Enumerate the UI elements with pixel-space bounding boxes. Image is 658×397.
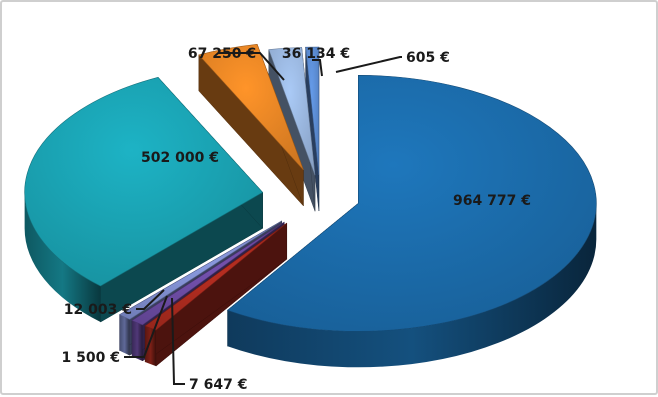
pie-slice (24, 76, 264, 287)
slice-data-label: 964 777 € (453, 193, 531, 209)
leader-line (171, 297, 185, 385)
pie-slice (144, 222, 287, 331)
pie-slice (305, 46, 320, 176)
slice-data-label: 502 000 € (141, 150, 219, 166)
leader-line (218, 52, 285, 81)
leader-line (124, 295, 168, 358)
pie-slice (226, 75, 597, 332)
slice-data-label: 605 € (406, 50, 450, 66)
slice-data-label: 12 003 € (64, 302, 132, 318)
pie-slice-depth (144, 222, 288, 367)
slice-data-label: 7 647 € (189, 377, 247, 393)
leader-line (136, 289, 165, 310)
pie-slice (131, 221, 285, 326)
leader-line (335, 56, 402, 73)
slice-data-label: 67 250 € (188, 46, 256, 62)
slice-data-label: 1 500 € (62, 350, 120, 366)
slice-data-label: 36 134 € (282, 46, 350, 62)
pie-slice (268, 47, 316, 176)
pie-slice (198, 44, 304, 171)
leader-line (312, 59, 323, 77)
